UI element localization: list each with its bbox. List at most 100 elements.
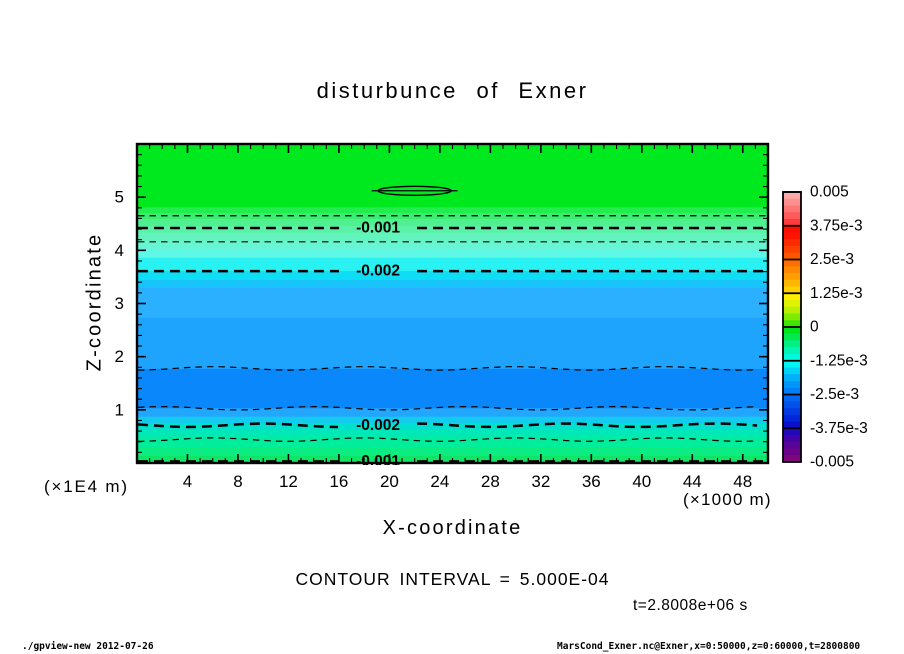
fill-band bbox=[137, 280, 768, 289]
x-tick-label: 40 bbox=[632, 472, 651, 491]
colorbar-segment bbox=[783, 455, 801, 463]
contour-interval-label: CONTOUR INTERVAL = 5.000E-04 bbox=[295, 569, 610, 589]
colorbar-segment bbox=[783, 367, 801, 375]
fill-band bbox=[137, 257, 768, 272]
colorbar-segment bbox=[783, 414, 801, 422]
y-tick-label: 1 bbox=[115, 400, 124, 419]
colorbar-segment bbox=[783, 259, 801, 267]
time-label: t=2.8008e+06 s bbox=[633, 597, 748, 614]
colorbar-label: 0 bbox=[810, 319, 819, 336]
colorbar-segment bbox=[783, 381, 801, 389]
fill-band bbox=[137, 317, 768, 370]
colorbar-label: 1.25e-3 bbox=[810, 285, 863, 302]
colorbar-segment bbox=[783, 435, 801, 443]
colorbar-segment bbox=[783, 219, 801, 227]
colorbar-segment bbox=[783, 266, 801, 274]
contour-line bbox=[417, 422, 758, 429]
colorbar-segment bbox=[783, 225, 801, 233]
x-tick-label: 32 bbox=[531, 472, 550, 491]
x-tick-label: 16 bbox=[329, 472, 348, 491]
x-tick-label: 36 bbox=[582, 472, 601, 491]
colorbar-segment bbox=[783, 340, 801, 348]
colorbar-label: 0.005 bbox=[810, 184, 849, 201]
contour-label: -0.002 bbox=[356, 417, 400, 434]
y-tick-label: 3 bbox=[115, 294, 124, 313]
colorbar-segment bbox=[783, 408, 801, 416]
colorbar-segment bbox=[783, 212, 801, 220]
fill-band bbox=[137, 416, 768, 424]
colorbar-segment bbox=[783, 279, 801, 287]
fill-band bbox=[137, 408, 768, 418]
colorbar-segment bbox=[783, 286, 801, 294]
colorbar-segment bbox=[783, 401, 801, 409]
colorbar-segment bbox=[783, 394, 801, 402]
x-axis-title: X-coordinate bbox=[382, 517, 523, 539]
contour-label: -0.002 bbox=[356, 263, 400, 280]
x-tick-label: 28 bbox=[481, 472, 500, 491]
colorbar-segment bbox=[783, 387, 801, 395]
y-axis-title: Z-coordinate bbox=[83, 232, 106, 372]
fill-band bbox=[137, 288, 768, 319]
colorbar-segment bbox=[783, 421, 801, 429]
fill-band bbox=[137, 218, 768, 227]
colorbar-segment bbox=[783, 313, 801, 321]
colorbar-segment bbox=[783, 374, 801, 382]
colorbar-segment bbox=[783, 252, 801, 260]
colorbar-segment bbox=[783, 428, 801, 436]
fill-band bbox=[137, 430, 768, 439]
x-tick-label: 44 bbox=[683, 472, 702, 491]
x-tick-label: 20 bbox=[380, 472, 399, 491]
contour-line bbox=[137, 422, 339, 429]
contour-label: -0.001 bbox=[356, 453, 400, 470]
y-tick-label: 5 bbox=[115, 188, 124, 207]
colorbar-label: -2.5e-3 bbox=[810, 386, 859, 403]
colorbar-segment bbox=[783, 347, 801, 355]
colorbar-segment bbox=[783, 239, 801, 247]
plot-frame bbox=[135, 142, 770, 465]
colorbar-label: -0.005 bbox=[810, 454, 854, 471]
colorbar-segment bbox=[783, 198, 801, 206]
colorbar-segment bbox=[783, 306, 801, 314]
colorbar-label: 2.5e-3 bbox=[810, 251, 854, 268]
colorbar-segment bbox=[783, 293, 801, 301]
fill-band bbox=[137, 225, 768, 234]
colorbar-segment bbox=[783, 441, 801, 449]
fill-band bbox=[137, 271, 768, 281]
colorbar-segment bbox=[783, 360, 801, 368]
colorbar-segment bbox=[783, 320, 801, 328]
colorbar-segment bbox=[783, 300, 801, 308]
colorbar-frame bbox=[782, 191, 802, 463]
fill-band bbox=[137, 232, 768, 242]
colorbar-label: -3.75e-3 bbox=[810, 420, 868, 437]
colorbar-segment bbox=[783, 327, 801, 335]
y-tick-label: 4 bbox=[115, 241, 124, 260]
colorbar-segment bbox=[783, 273, 801, 281]
colorbar-segment bbox=[783, 448, 801, 456]
colorbar-label: -1.25e-3 bbox=[810, 352, 868, 369]
colorbar-segment bbox=[783, 192, 801, 200]
colorbar-segment bbox=[783, 205, 801, 213]
x-tick-label: 8 bbox=[233, 472, 242, 491]
colorbar-segment bbox=[783, 246, 801, 254]
fill-band bbox=[137, 438, 768, 448]
colorbar-segment bbox=[783, 354, 801, 362]
colorbar-label: 3.75e-3 bbox=[810, 217, 863, 234]
y-axis-unit-label: (×1E4 m) bbox=[44, 477, 129, 496]
fill-band bbox=[137, 368, 768, 409]
x-tick-label: 24 bbox=[430, 472, 449, 491]
fill-band bbox=[137, 447, 768, 457]
colorbar-segment bbox=[783, 333, 801, 341]
closed-contour bbox=[377, 185, 452, 197]
fill-band bbox=[137, 423, 768, 431]
contour-label: -0.001 bbox=[356, 220, 400, 237]
fill-band bbox=[137, 207, 768, 214]
x-tick-label: 12 bbox=[279, 472, 298, 491]
x-axis-unit-label: (×1000 m) bbox=[683, 490, 772, 509]
colorbar-segment bbox=[783, 232, 801, 240]
fill-band bbox=[137, 248, 768, 259]
x-tick-label: 48 bbox=[733, 472, 752, 491]
y-tick-label: 2 bbox=[115, 347, 124, 366]
fill-band bbox=[137, 240, 768, 250]
